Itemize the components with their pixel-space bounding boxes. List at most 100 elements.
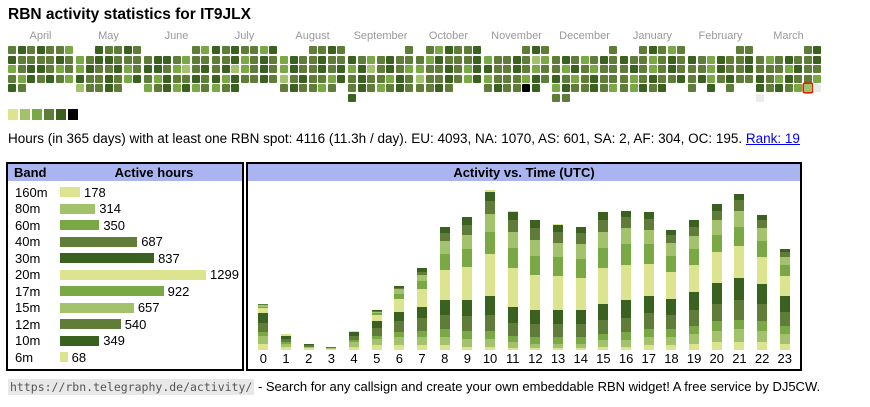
time-bar: [258, 303, 269, 350]
heatmap-spacer: [416, 46, 424, 54]
time-bar-segment: [757, 303, 768, 322]
time-chart-column: 16: [615, 181, 638, 367]
heatmap-day-cell: [620, 55, 628, 64]
time-bar-segment: [734, 278, 745, 301]
heatmap-day-cell: [104, 74, 113, 83]
time-bar-segment: [553, 324, 564, 338]
heatmap-day-cell: [484, 74, 492, 83]
heatmap-day-cell: [348, 65, 356, 73]
heatmap-day-cell: [308, 55, 317, 64]
band-bar: [60, 286, 164, 297]
heatmap-day-cell: [240, 46, 249, 54]
time-bar-segment: [666, 255, 677, 272]
time-bar-segment: [439, 254, 450, 271]
hour-label: 17: [641, 351, 656, 366]
band-hours-value: 178: [84, 184, 106, 200]
heatmap-day-cell: [357, 65, 366, 73]
band-row: 30m 837: [8, 250, 242, 267]
time-bar-segment: [485, 330, 496, 339]
heatmap-day-cell: [561, 55, 570, 64]
time-bar-segment: [575, 348, 586, 350]
time-bar: [734, 194, 745, 350]
heatmap-day-cell: [726, 55, 734, 64]
heatmap-day-cell: [522, 74, 530, 83]
heatmap-day-cell: [327, 55, 336, 64]
month-grid: [552, 46, 617, 102]
heatmap-day-cell: [493, 84, 502, 92]
heatmap-day-cell: [590, 55, 598, 64]
time-bar: [417, 268, 428, 350]
time-chart-column: 5: [365, 181, 388, 367]
heatmap-day-cell: [531, 84, 540, 92]
heatmap-day-cell: [658, 84, 666, 92]
time-chart-column: 3: [320, 181, 343, 367]
heatmap-day-cell: [580, 74, 589, 83]
band-bar: [60, 319, 121, 330]
heatmap-day-cell: [337, 55, 345, 64]
heatmap-day-cell: [571, 84, 579, 92]
heatmap-day-cell: [794, 84, 802, 92]
time-bar-segment: [711, 220, 722, 235]
time-bar-segment: [462, 225, 473, 235]
heatmap-day-cell: [327, 74, 336, 83]
heatmap-day-cell: [745, 74, 753, 83]
heatmap-day-cell: [191, 46, 200, 54]
heatmap-day-cell: [123, 74, 132, 83]
time-bar: [666, 230, 677, 350]
time-bar-segment: [417, 289, 428, 307]
time-bar: [326, 347, 337, 350]
heatmap-day-cell: [231, 65, 239, 73]
page-title: RBN activity statistics for IT9JLX: [8, 6, 251, 23]
heatmap-day-cell: [163, 74, 171, 83]
heatmap-day-cell: [580, 55, 589, 64]
heatmap-legend: [8, 109, 78, 120]
heatmap-day-cell: [726, 84, 734, 92]
heatmap-day-cell: [425, 55, 434, 64]
heatmap-month: January: [620, 28, 685, 92]
heatmap-day-cell: [36, 65, 45, 73]
heatmap-day-cell: [163, 84, 171, 92]
heatmap-day-cell: [512, 65, 521, 73]
heatmap-day-cell: [599, 74, 608, 83]
heatmap-day-cell: [571, 65, 579, 73]
time-bar-segment: [779, 311, 790, 327]
footer-text: Search for any callsign and create your …: [265, 379, 821, 394]
time-bar-segment: [643, 313, 654, 330]
heatmap-day-cell: [512, 74, 521, 83]
band-label: 40m: [15, 234, 41, 250]
heatmap-day-cell: [367, 55, 375, 64]
time-chart-column: 14: [569, 181, 592, 367]
heatmap-day-cell: [46, 46, 54, 54]
time-bar-segment: [371, 310, 382, 312]
heatmap-day-cell: [745, 46, 753, 54]
heatmap-day-cell: [522, 65, 530, 73]
heatmap-day-cell: [803, 55, 812, 64]
time-bar-segment: [666, 234, 677, 243]
time-bar-segment: [757, 330, 768, 342]
heatmap-day-cell: [231, 46, 239, 54]
time-bar-segment: [621, 228, 632, 245]
hour-label: 0: [259, 351, 267, 366]
time-bar-segment: [507, 322, 518, 336]
heatmap-spacer: [173, 46, 181, 54]
heatmap-day-cell: [114, 65, 122, 73]
time-bar-segment: [553, 343, 564, 349]
rank-link[interactable]: Rank: 19: [745, 131, 800, 146]
heatmap-day-cell: [658, 55, 666, 64]
heatmap-day-cell: [552, 65, 560, 73]
heatmap-day-cell: [541, 74, 549, 83]
time-bar-segment: [711, 303, 722, 322]
heatmap-day-cell: [629, 65, 638, 73]
time-bar-segment: [417, 330, 428, 338]
heatmap-day-cell: [376, 84, 385, 92]
hour-label: 18: [664, 351, 679, 366]
time-bar-segment: [530, 220, 541, 229]
heatmap-spacer: [494, 46, 502, 54]
time-bar-segment: [734, 300, 745, 320]
heatmap-day-cell: [803, 65, 812, 73]
heatmap-day-cell: [425, 84, 434, 92]
time-bar-segment: [462, 217, 473, 226]
time-bar-segment: [689, 226, 700, 237]
heatmap-day-cell: [648, 55, 657, 64]
heatmap-day-cell: [348, 74, 356, 83]
